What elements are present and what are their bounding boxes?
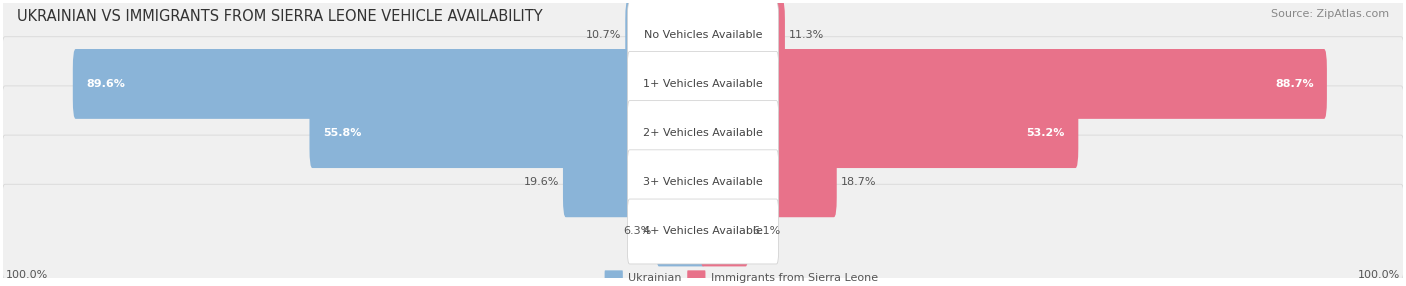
Text: 6.3%: 6.3% [624, 227, 652, 237]
FancyBboxPatch shape [309, 98, 706, 168]
FancyBboxPatch shape [1, 0, 1405, 82]
Text: Source: ZipAtlas.com: Source: ZipAtlas.com [1271, 9, 1389, 19]
Text: 6.1%: 6.1% [752, 227, 780, 237]
FancyBboxPatch shape [605, 270, 623, 286]
Text: Ukrainian: Ukrainian [628, 273, 682, 283]
FancyBboxPatch shape [1, 86, 1405, 180]
FancyBboxPatch shape [700, 49, 1327, 119]
FancyBboxPatch shape [626, 0, 706, 70]
FancyBboxPatch shape [1, 37, 1405, 131]
Text: 10.7%: 10.7% [586, 30, 621, 40]
Text: 89.6%: 89.6% [86, 79, 125, 89]
FancyBboxPatch shape [700, 196, 748, 267]
Text: 88.7%: 88.7% [1275, 79, 1313, 89]
Text: 11.3%: 11.3% [789, 30, 824, 40]
Text: 53.2%: 53.2% [1026, 128, 1064, 138]
FancyBboxPatch shape [627, 150, 779, 215]
Text: Immigrants from Sierra Leone: Immigrants from Sierra Leone [710, 273, 877, 283]
Text: 55.8%: 55.8% [323, 128, 361, 138]
Text: 1+ Vehicles Available: 1+ Vehicles Available [643, 79, 763, 89]
Text: 100.0%: 100.0% [1357, 270, 1400, 280]
FancyBboxPatch shape [688, 270, 706, 286]
FancyBboxPatch shape [73, 49, 706, 119]
FancyBboxPatch shape [627, 51, 779, 116]
FancyBboxPatch shape [1, 135, 1405, 230]
Text: No Vehicles Available: No Vehicles Available [644, 30, 762, 40]
Text: 3+ Vehicles Available: 3+ Vehicles Available [643, 177, 763, 187]
Text: 4+ Vehicles Available: 4+ Vehicles Available [643, 227, 763, 237]
FancyBboxPatch shape [627, 2, 779, 67]
FancyBboxPatch shape [700, 147, 837, 217]
FancyBboxPatch shape [627, 101, 779, 166]
Text: UKRAINIAN VS IMMIGRANTS FROM SIERRA LEONE VEHICLE AVAILABILITY: UKRAINIAN VS IMMIGRANTS FROM SIERRA LEON… [17, 9, 543, 23]
FancyBboxPatch shape [657, 196, 706, 267]
Text: 18.7%: 18.7% [841, 177, 876, 187]
Text: 100.0%: 100.0% [6, 270, 49, 280]
FancyBboxPatch shape [700, 98, 1078, 168]
Text: 2+ Vehicles Available: 2+ Vehicles Available [643, 128, 763, 138]
FancyBboxPatch shape [1, 184, 1405, 279]
FancyBboxPatch shape [627, 199, 779, 264]
FancyBboxPatch shape [562, 147, 706, 217]
Text: 19.6%: 19.6% [523, 177, 558, 187]
FancyBboxPatch shape [700, 0, 785, 70]
